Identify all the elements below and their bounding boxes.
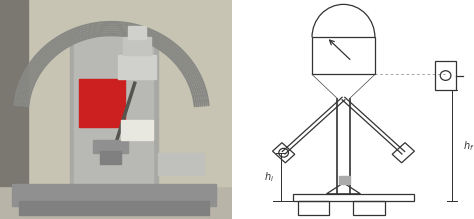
Bar <box>121 120 153 140</box>
Bar <box>292 194 413 201</box>
Text: $h_f$: $h_f$ <box>463 139 474 153</box>
Bar <box>298 201 329 215</box>
Bar <box>158 153 204 175</box>
Bar <box>11 184 216 206</box>
Text: $h_i$: $h_i$ <box>264 170 273 184</box>
Bar <box>339 176 350 184</box>
Bar <box>353 201 384 215</box>
Bar <box>79 79 126 127</box>
Bar <box>70 33 158 186</box>
Bar <box>312 37 375 74</box>
Bar <box>435 61 456 90</box>
Bar <box>100 151 121 164</box>
Bar <box>123 37 151 55</box>
Bar <box>28 0 232 186</box>
Bar <box>0 0 28 186</box>
Bar <box>74 37 153 186</box>
Bar <box>18 201 209 215</box>
Bar <box>128 26 146 39</box>
Bar <box>118 55 155 79</box>
Bar <box>93 140 128 153</box>
